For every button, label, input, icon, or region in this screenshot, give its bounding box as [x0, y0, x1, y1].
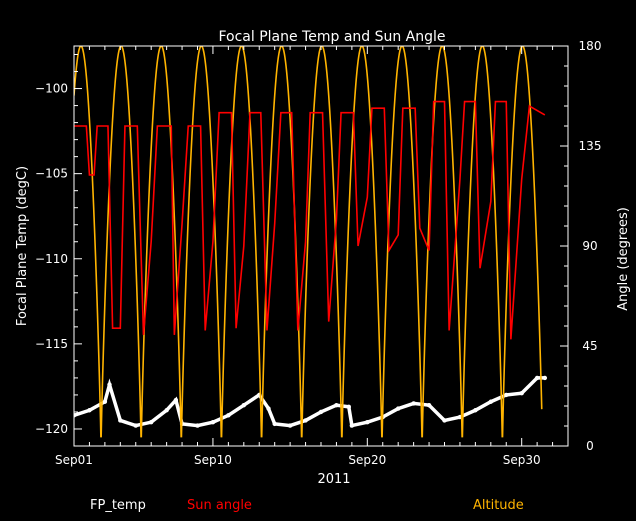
y-left-tick-label: −115: [35, 337, 68, 351]
chart-title: Focal Plane Temp and Sun Angle: [218, 29, 445, 45]
x-tick-label: Sep01: [55, 453, 93, 467]
x-tick-label: Sep10: [194, 453, 232, 467]
legend-altitude: Altitude: [473, 498, 524, 513]
y-right-tick-label: 135: [579, 139, 602, 153]
x-tick-label: Sep20: [348, 453, 386, 467]
y-right-tick-label: 45: [582, 339, 597, 353]
y-right-tick-label: 180: [579, 39, 602, 53]
y-left-tick-label: −110: [35, 252, 68, 266]
y-axis-right-label: Angle (degrees): [616, 207, 631, 311]
y-axis-left-label: Focal Plane Temp (degC): [15, 166, 30, 326]
y-right-tick-label: 0: [586, 439, 594, 453]
y-left-tick-label: −100: [35, 82, 68, 96]
x-tick-label: Sep30: [503, 453, 541, 467]
legend-fp-temp: FP_temp: [90, 498, 146, 513]
x-axis-label: 2011: [317, 472, 350, 487]
legend-sun-angle: Sun angle: [187, 498, 252, 513]
y-left-tick-label: −105: [35, 167, 68, 181]
y-left-tick-label: −120: [35, 422, 68, 436]
y-right-tick-label: 90: [582, 239, 597, 253]
